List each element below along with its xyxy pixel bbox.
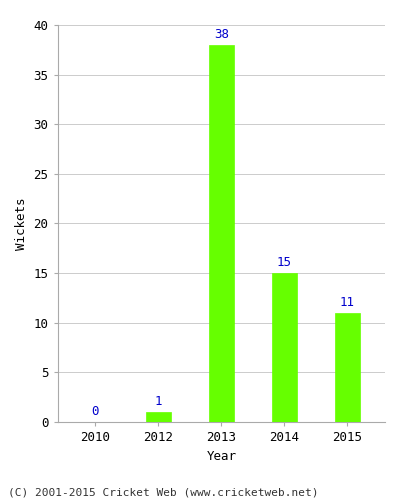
Bar xyxy=(272,273,297,422)
Text: 11: 11 xyxy=(340,296,355,309)
Text: 1: 1 xyxy=(154,395,162,408)
Text: 0: 0 xyxy=(92,405,99,418)
Y-axis label: Wickets: Wickets xyxy=(15,197,28,250)
X-axis label: Year: Year xyxy=(206,450,236,462)
Bar xyxy=(209,45,234,422)
Bar xyxy=(146,412,171,422)
Text: (C) 2001-2015 Cricket Web (www.cricketweb.net): (C) 2001-2015 Cricket Web (www.cricketwe… xyxy=(8,488,318,498)
Bar xyxy=(335,313,360,422)
Text: 38: 38 xyxy=(214,28,229,41)
Text: 15: 15 xyxy=(277,256,292,269)
